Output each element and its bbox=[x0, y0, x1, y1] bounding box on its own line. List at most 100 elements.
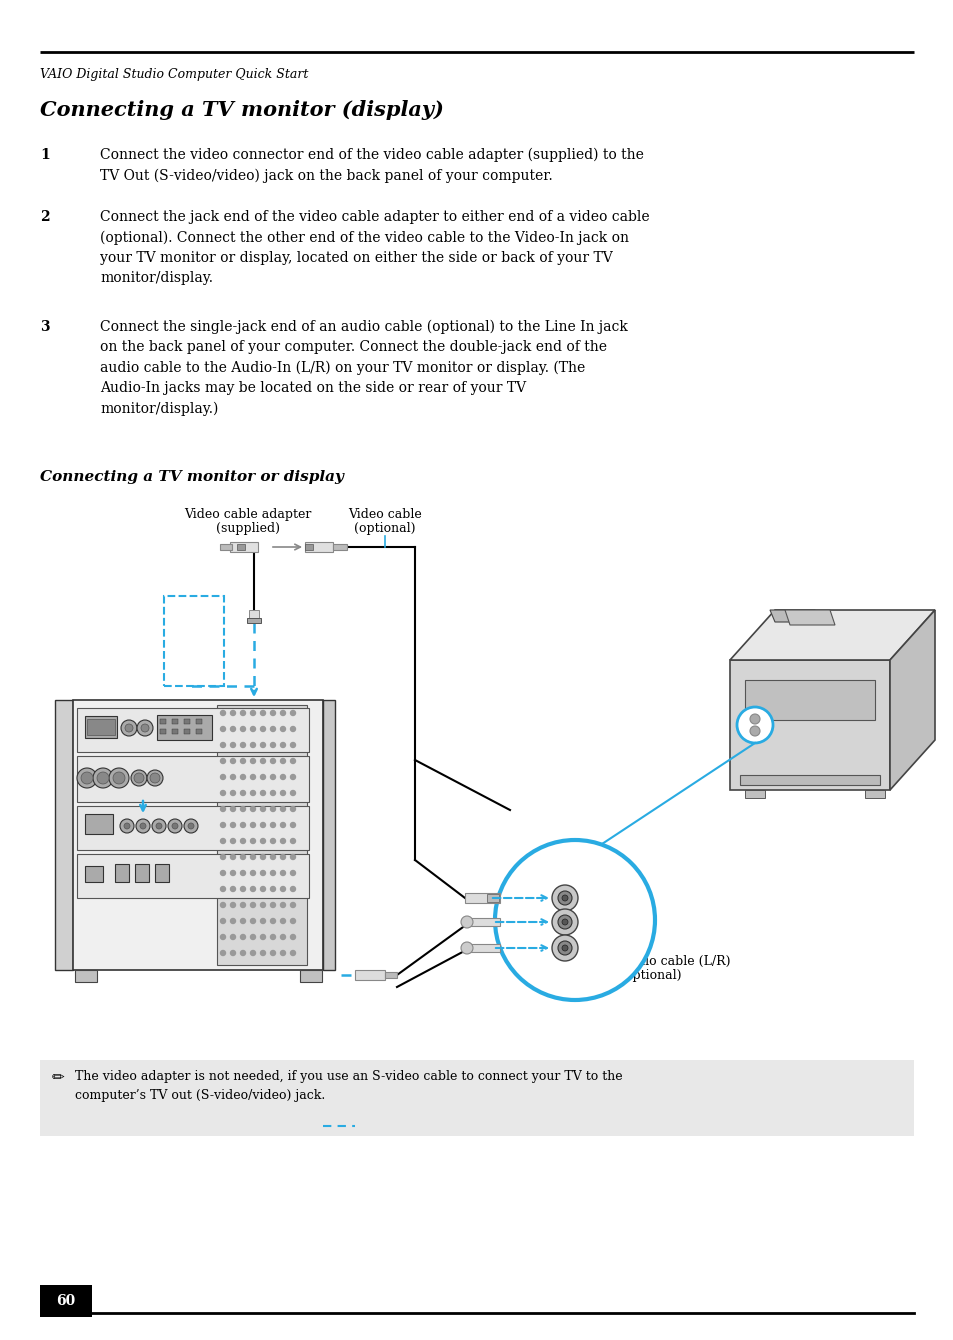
Circle shape bbox=[97, 772, 109, 784]
Text: Connecting a TV monitor (display): Connecting a TV monitor (display) bbox=[40, 100, 443, 121]
Circle shape bbox=[168, 819, 182, 833]
Circle shape bbox=[251, 918, 255, 923]
Circle shape bbox=[220, 807, 225, 812]
Circle shape bbox=[260, 758, 265, 764]
Circle shape bbox=[271, 950, 275, 955]
Circle shape bbox=[271, 710, 275, 716]
Bar bbox=[470, 918, 499, 926]
Circle shape bbox=[231, 918, 235, 923]
Polygon shape bbox=[769, 610, 820, 622]
Bar bbox=[249, 610, 258, 618]
Circle shape bbox=[240, 903, 245, 907]
Circle shape bbox=[240, 918, 245, 923]
Circle shape bbox=[271, 758, 275, 764]
Circle shape bbox=[251, 791, 255, 796]
Circle shape bbox=[240, 807, 245, 812]
Circle shape bbox=[260, 950, 265, 955]
Circle shape bbox=[172, 823, 178, 829]
Circle shape bbox=[271, 903, 275, 907]
Circle shape bbox=[260, 742, 265, 748]
Circle shape bbox=[231, 855, 235, 859]
Bar bbox=[73, 699, 323, 970]
Circle shape bbox=[231, 742, 235, 748]
Bar bbox=[470, 943, 499, 951]
Text: Video cable: Video cable bbox=[348, 508, 421, 521]
Circle shape bbox=[231, 887, 235, 891]
Circle shape bbox=[291, 918, 295, 923]
Circle shape bbox=[240, 726, 245, 732]
Circle shape bbox=[131, 770, 147, 787]
Circle shape bbox=[251, 823, 255, 828]
Circle shape bbox=[271, 871, 275, 875]
Circle shape bbox=[280, 775, 285, 780]
Circle shape bbox=[260, 823, 265, 828]
Text: Audio cable (L/R): Audio cable (L/R) bbox=[619, 955, 730, 967]
Circle shape bbox=[271, 934, 275, 939]
Bar bbox=[247, 618, 261, 623]
Circle shape bbox=[231, 726, 235, 732]
Bar bbox=[305, 544, 313, 549]
Circle shape bbox=[260, 903, 265, 907]
Circle shape bbox=[140, 823, 146, 829]
Circle shape bbox=[260, 934, 265, 939]
Text: Video cable adapter: Video cable adapter bbox=[184, 508, 312, 521]
Polygon shape bbox=[729, 610, 934, 661]
Circle shape bbox=[291, 775, 295, 780]
Circle shape bbox=[251, 775, 255, 780]
Circle shape bbox=[121, 720, 137, 736]
Circle shape bbox=[260, 775, 265, 780]
Text: The video adapter is not needed, if you use an S-video cable to connect your TV : The video adapter is not needed, if you … bbox=[75, 1071, 622, 1101]
Circle shape bbox=[231, 934, 235, 939]
Circle shape bbox=[133, 773, 144, 783]
Circle shape bbox=[749, 726, 760, 736]
Circle shape bbox=[291, 791, 295, 796]
Bar bbox=[195, 720, 202, 724]
Bar bbox=[77, 854, 309, 898]
Bar bbox=[195, 729, 202, 734]
Bar bbox=[729, 661, 889, 791]
Text: 3: 3 bbox=[40, 320, 50, 334]
Circle shape bbox=[220, 710, 225, 716]
Circle shape bbox=[280, 934, 285, 939]
Bar bbox=[172, 729, 178, 734]
Circle shape bbox=[271, 726, 275, 732]
Circle shape bbox=[240, 775, 245, 780]
Circle shape bbox=[280, 887, 285, 891]
Circle shape bbox=[271, 742, 275, 748]
Circle shape bbox=[231, 950, 235, 955]
Circle shape bbox=[240, 710, 245, 716]
Circle shape bbox=[220, 903, 225, 907]
Bar bbox=[323, 699, 335, 970]
Circle shape bbox=[552, 935, 578, 961]
Circle shape bbox=[271, 839, 275, 843]
Bar bbox=[75, 970, 97, 982]
Circle shape bbox=[260, 726, 265, 732]
Circle shape bbox=[291, 871, 295, 875]
Circle shape bbox=[231, 903, 235, 907]
Circle shape bbox=[109, 768, 129, 788]
Circle shape bbox=[291, 807, 295, 812]
Text: 1: 1 bbox=[40, 147, 50, 162]
Circle shape bbox=[231, 807, 235, 812]
Text: 2: 2 bbox=[40, 210, 50, 224]
Text: 60: 60 bbox=[56, 1294, 75, 1308]
Bar bbox=[154, 864, 169, 882]
Circle shape bbox=[260, 791, 265, 796]
Bar bbox=[135, 864, 149, 882]
Circle shape bbox=[291, 823, 295, 828]
Circle shape bbox=[561, 919, 567, 925]
Circle shape bbox=[240, 823, 245, 828]
Circle shape bbox=[260, 855, 265, 859]
Circle shape bbox=[220, 775, 225, 780]
Circle shape bbox=[271, 918, 275, 923]
Circle shape bbox=[136, 819, 150, 833]
Circle shape bbox=[260, 807, 265, 812]
Circle shape bbox=[251, 839, 255, 843]
Bar bbox=[87, 720, 115, 736]
Bar bbox=[385, 972, 396, 978]
Circle shape bbox=[120, 819, 133, 833]
Bar bbox=[160, 729, 166, 734]
Circle shape bbox=[271, 887, 275, 891]
Circle shape bbox=[141, 724, 149, 732]
Circle shape bbox=[156, 823, 162, 829]
